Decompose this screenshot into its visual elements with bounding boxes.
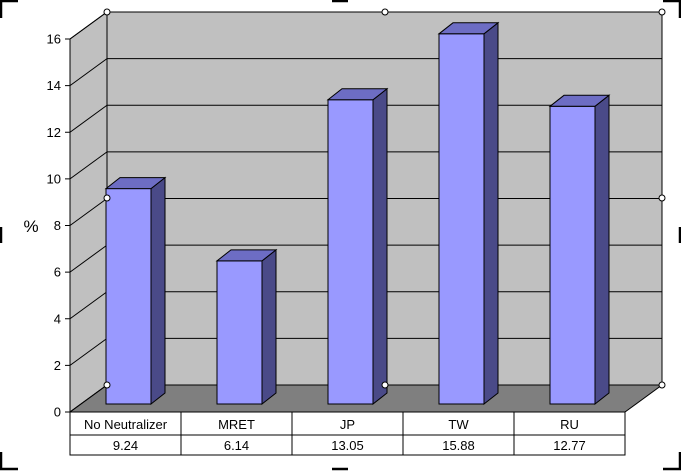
bar bbox=[104, 176, 167, 406]
bar-side bbox=[483, 21, 499, 406]
y-tick-label: 0 bbox=[54, 405, 61, 420]
side-gridline bbox=[69, 104, 108, 133]
y-axis-label: % bbox=[23, 217, 38, 236]
selection-handle[interactable] bbox=[381, 8, 389, 16]
y-tick-label: 16 bbox=[47, 32, 61, 47]
side-gridline bbox=[69, 291, 108, 320]
bar bbox=[437, 21, 500, 406]
side-gridline bbox=[69, 58, 108, 87]
data-value-label: 9.24 bbox=[113, 438, 138, 453]
side-gridline bbox=[69, 244, 108, 273]
category-label: TW bbox=[448, 417, 469, 432]
y-axis: 0 2 4 6 8 10 12 14 16% bbox=[23, 32, 71, 420]
selection-bracket[interactable] bbox=[0, 0, 18, 18]
category-label: JP bbox=[340, 417, 355, 432]
bar-top bbox=[215, 249, 278, 262]
selection-bracket[interactable] bbox=[663, 452, 681, 471]
bar-top bbox=[326, 88, 389, 101]
bar-side bbox=[594, 94, 610, 406]
selection-bracket[interactable] bbox=[0, 452, 18, 471]
y-tick-label: 14 bbox=[47, 78, 61, 93]
selection-handle[interactable] bbox=[658, 381, 666, 389]
selection-handle[interactable] bbox=[658, 194, 666, 202]
y-tick-label: 8 bbox=[54, 218, 61, 233]
data-value-label: 6.14 bbox=[224, 438, 249, 453]
bar-front bbox=[327, 99, 374, 405]
selection-bracket[interactable] bbox=[663, 0, 681, 18]
bar-side bbox=[261, 248, 277, 406]
side-gridline bbox=[69, 151, 108, 180]
bar-top bbox=[548, 94, 611, 107]
y-tick-label: 10 bbox=[47, 171, 61, 186]
data-table-frame bbox=[69, 411, 626, 456]
category-label: RU bbox=[560, 417, 579, 432]
side-gridline bbox=[69, 11, 108, 40]
bar-top bbox=[104, 177, 167, 190]
y-tick-label: 4 bbox=[54, 311, 61, 326]
side-gridline bbox=[69, 384, 108, 413]
data-value-label: 12.77 bbox=[553, 438, 586, 453]
side-gridline bbox=[69, 198, 108, 226]
bar bbox=[215, 248, 278, 406]
y-tick-label: 2 bbox=[54, 358, 61, 373]
selection-handle[interactable] bbox=[381, 381, 389, 389]
data-value-label: 13.05 bbox=[331, 438, 364, 453]
selection-handle[interactable] bbox=[103, 194, 111, 202]
y-tick-label: 12 bbox=[47, 125, 61, 140]
side-gridline bbox=[69, 337, 108, 366]
category-label: MRET bbox=[218, 417, 255, 432]
bar-top bbox=[437, 22, 500, 35]
bar-front bbox=[216, 260, 263, 405]
bar-side bbox=[150, 176, 166, 406]
bar bbox=[548, 94, 611, 406]
bar-front bbox=[105, 188, 152, 405]
selection-handle[interactable] bbox=[103, 8, 111, 16]
data-value-label: 15.88 bbox=[442, 438, 475, 453]
bar-front bbox=[438, 33, 485, 405]
bar-front bbox=[549, 105, 596, 405]
bar-side bbox=[372, 87, 388, 406]
bars bbox=[104, 21, 611, 406]
data-table: No Neutralizer 9.24 MRET 6.14 JP 13.05 TW 15.88… bbox=[69, 411, 626, 456]
selection-handle[interactable] bbox=[658, 8, 666, 16]
category-label: No Neutralizer bbox=[84, 417, 168, 432]
selection-handle[interactable] bbox=[103, 381, 111, 389]
y-tick-label: 6 bbox=[54, 265, 61, 280]
bar bbox=[326, 87, 389, 406]
